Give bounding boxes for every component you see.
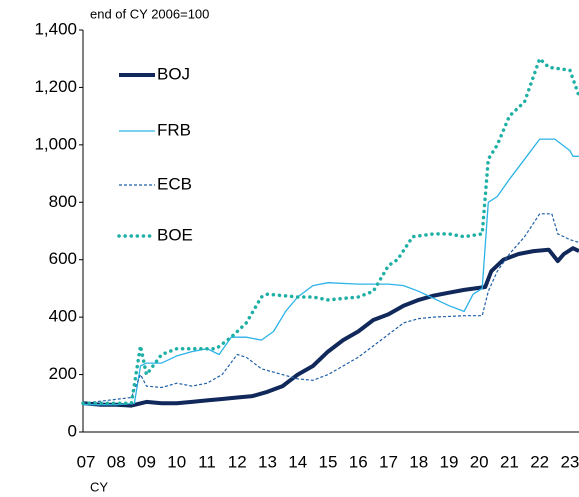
x-tick-label: 14	[288, 452, 307, 471]
x-tick-label: 22	[530, 452, 549, 471]
y-tick-label: 1,000	[34, 134, 77, 153]
x-tick-label: 09	[137, 452, 156, 471]
y-tick-label: 400	[49, 307, 77, 326]
y-tick-label: 800	[49, 192, 77, 211]
x-tick-label: 18	[409, 452, 428, 471]
legend-label: ECB	[157, 174, 192, 193]
series-line	[82, 213, 579, 404]
x-tick-label: 12	[228, 452, 247, 471]
series-line	[82, 246, 579, 408]
subtitle: end of CY 2006=100	[90, 6, 209, 21]
series-line	[81, 56, 579, 406]
x-tick-label: 11	[198, 452, 216, 471]
x-tick-label: 13	[258, 452, 277, 471]
x-axis-label: CY	[90, 479, 108, 494]
x-tick-label: 07	[77, 452, 96, 471]
y-tick-label: 1,200	[34, 77, 77, 96]
x-tick-label: 10	[167, 452, 186, 471]
series-line	[83, 138, 579, 406]
x-tick-label: 19	[439, 452, 458, 471]
y-tick-label: 1,400	[34, 19, 77, 38]
x-tick-label: 08	[107, 452, 126, 471]
x-tick-label: 20	[470, 452, 489, 471]
y-tick-label: 200	[49, 364, 77, 383]
x-tick-label: 17	[379, 452, 398, 471]
y-tick-label: 0	[68, 421, 77, 440]
x-tick-label: 16	[349, 452, 368, 471]
legend-label: FRB	[157, 120, 191, 139]
x-tick-label: 21	[500, 452, 519, 471]
legend-label: BOE	[157, 225, 193, 244]
legend-label: BOJ	[157, 64, 190, 83]
x-tick-label: 23	[560, 452, 579, 471]
y-tick-label: 600	[49, 249, 77, 268]
x-tick-label: 15	[319, 452, 338, 471]
